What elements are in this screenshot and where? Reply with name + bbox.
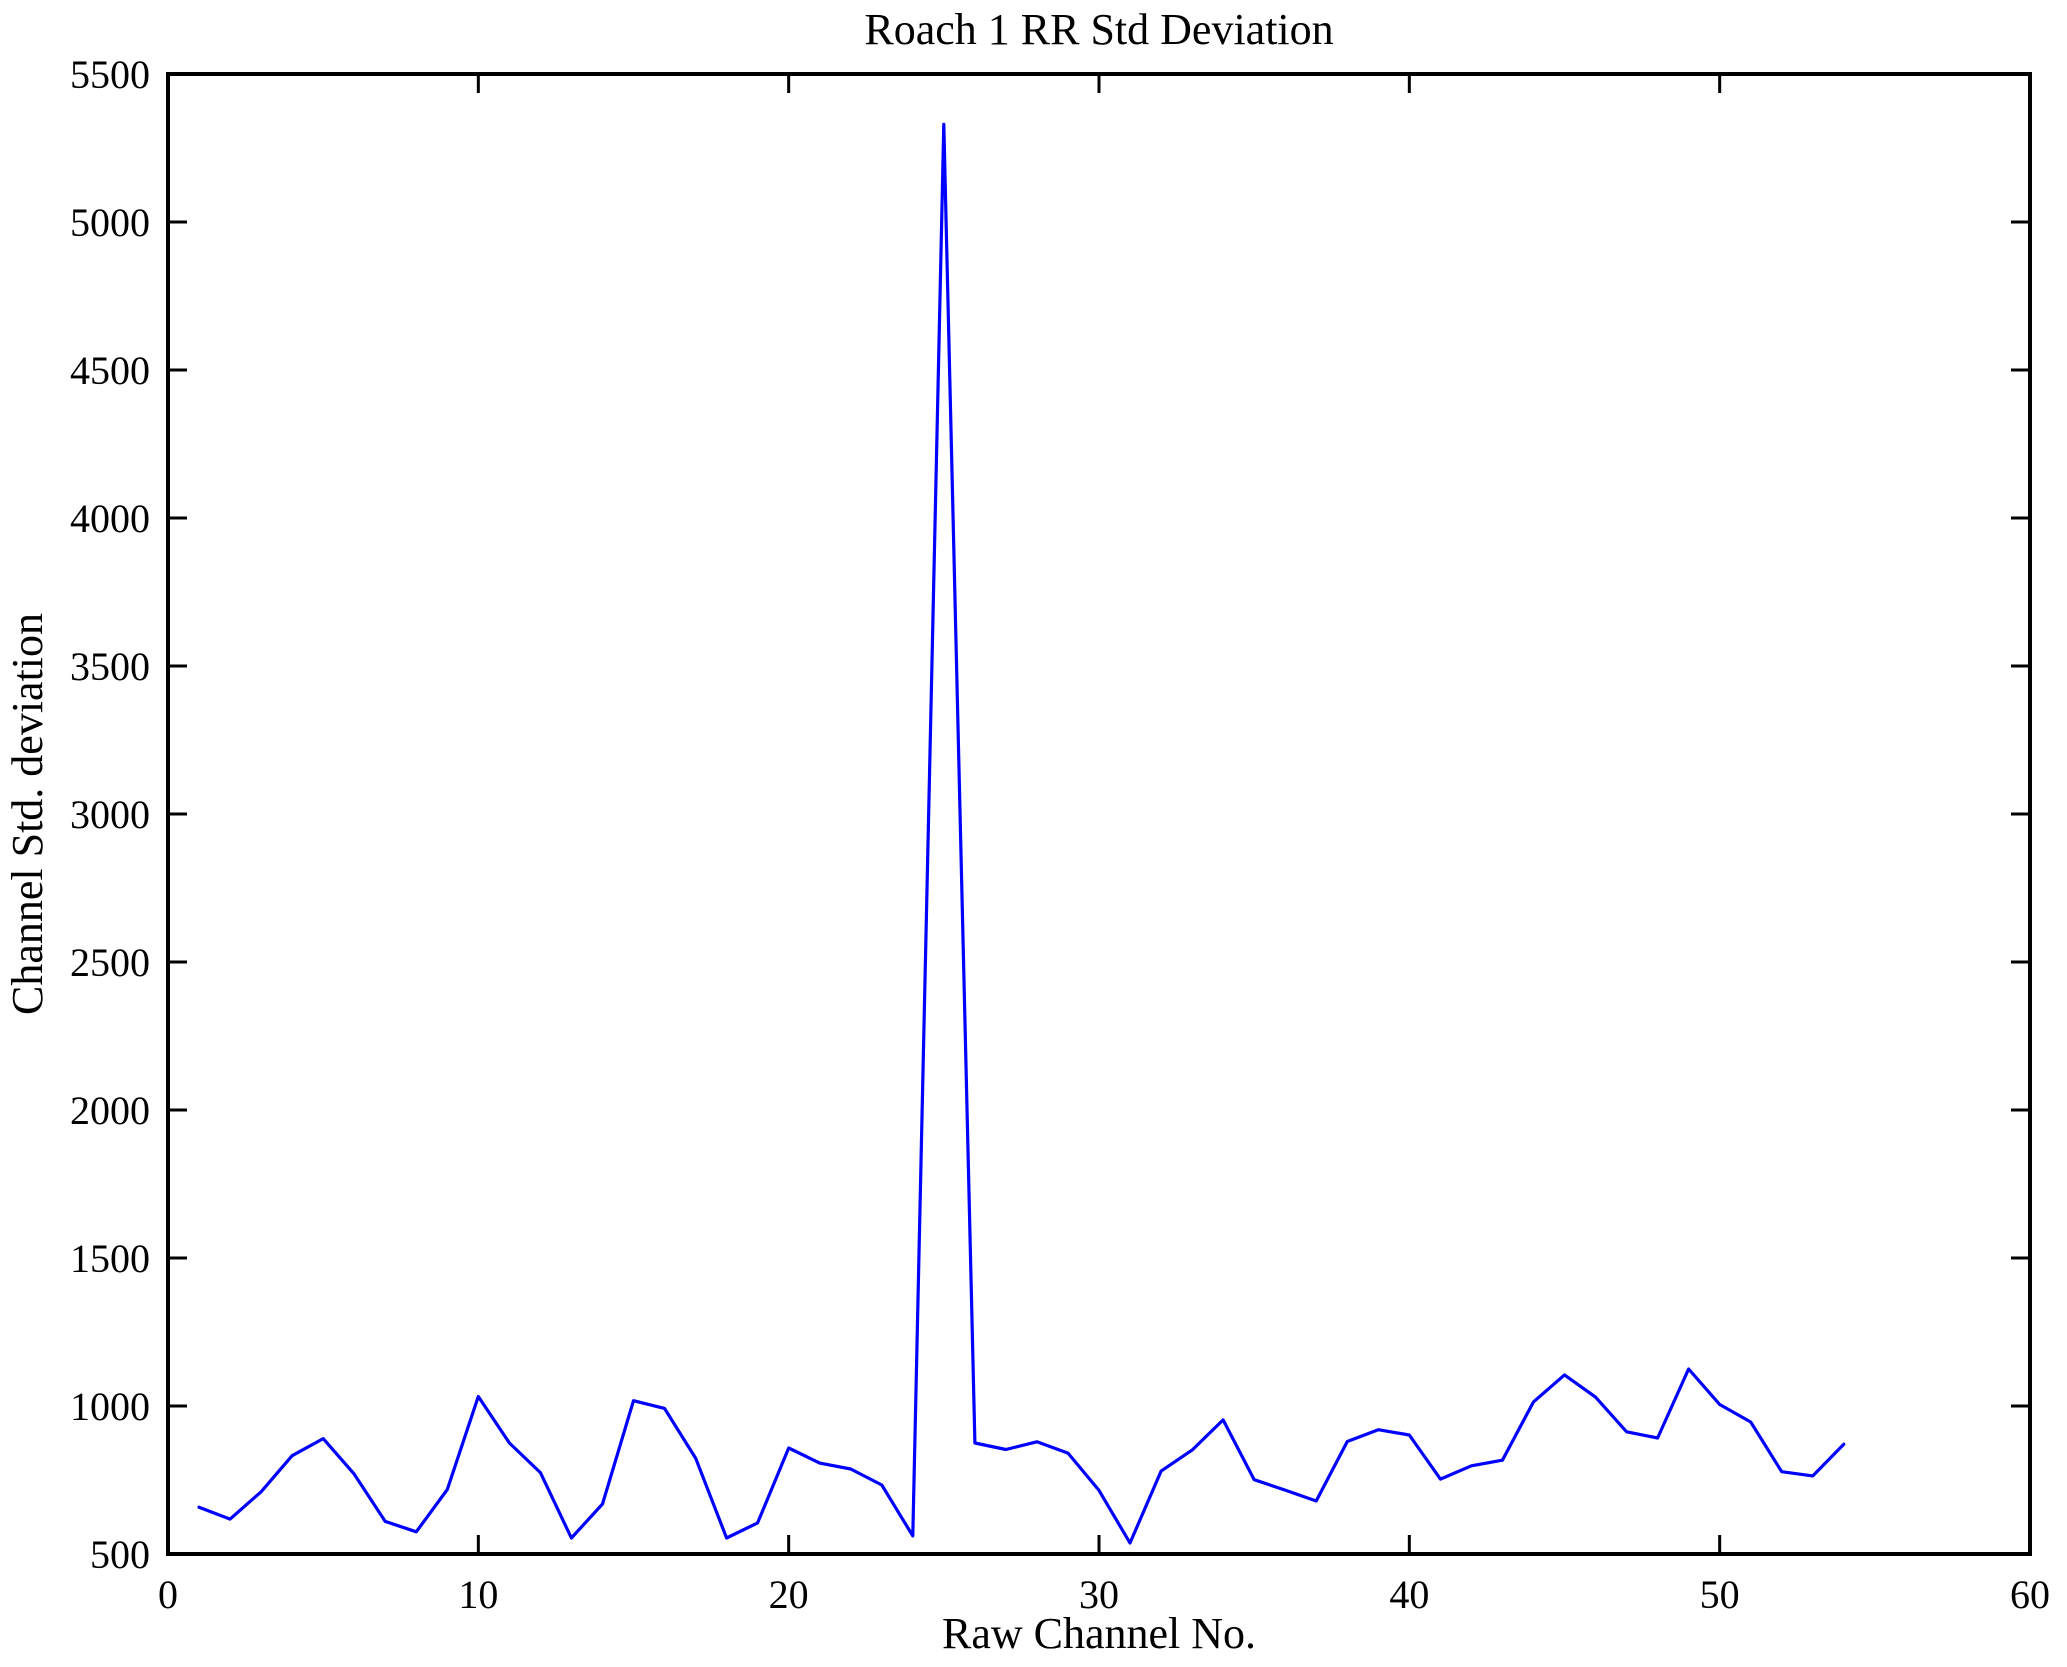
y-tick-label: 5500 [70,52,150,97]
y-tick-label: 5000 [70,200,150,245]
y-tick-label: 4500 [70,348,150,393]
x-tick-label: 20 [769,1572,809,1617]
x-tick-label: 0 [158,1572,178,1617]
x-tick-label: 60 [2010,1572,2050,1617]
y-tick-label: 3000 [70,792,150,837]
y-tick-label: 2000 [70,1088,150,1133]
x-axis-label: Raw Channel No. [942,1609,1256,1658]
chart-title: Roach 1 RR Std Deviation [864,5,1333,54]
plot-area [168,74,2030,1554]
x-tick-label: 10 [458,1572,498,1617]
y-axis-label: Channel Std. deviation [3,613,52,1015]
data-line [197,122,1846,1545]
x-tick-label: 50 [1700,1572,1740,1617]
y-tick-label: 1000 [70,1384,150,1429]
axis-ticks [166,72,2032,1556]
x-tick-label: 30 [1079,1572,1119,1617]
y-tick-label: 3500 [70,644,150,689]
x-tick-label: 40 [1389,1572,1429,1617]
y-tick-label: 2500 [70,940,150,985]
y-tick-label: 4000 [70,496,150,541]
x-tick-labels: 0 10 20 30 40 50 60 [158,1572,2050,1617]
y-tick-label: 1500 [70,1236,150,1281]
y-tick-labels: 500 1000 1500 2000 2500 3000 3500 4000 4500 5000 5… [70,52,150,1577]
y-tick-label: 500 [90,1532,150,1577]
